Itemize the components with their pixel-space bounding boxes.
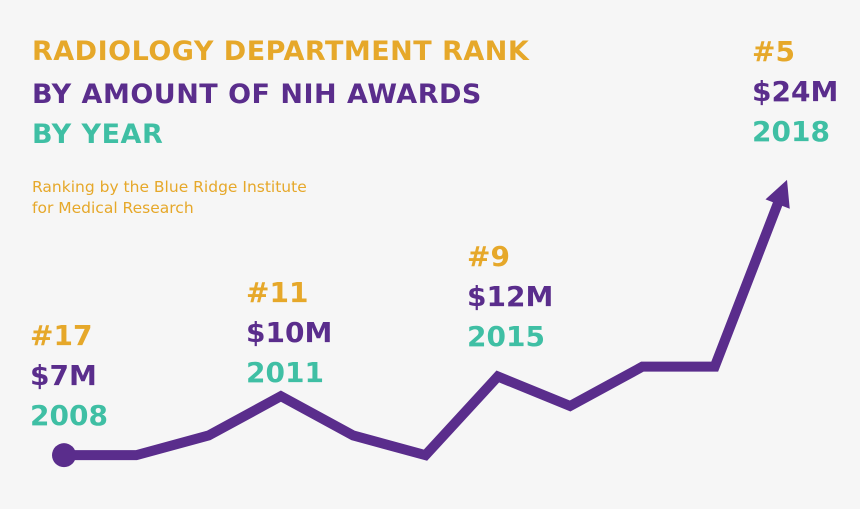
data-point-2012 xyxy=(349,432,357,440)
year-label: 2018 xyxy=(752,115,830,148)
rank-label: #11 xyxy=(246,276,309,309)
data-point-2015 xyxy=(566,402,574,410)
amount-label: $12M xyxy=(467,280,554,313)
year-label: 2008 xyxy=(30,399,108,432)
start-point-marker xyxy=(52,443,76,468)
data-point-2016 xyxy=(638,363,646,371)
annotation-2018: #5 $24M 2018 xyxy=(752,32,838,152)
rank-label: #17 xyxy=(30,319,93,352)
trend-line-series xyxy=(64,198,784,461)
amount-label: $10M xyxy=(246,316,333,349)
chart-title-line-2: BY AMOUNT OF NIH AWARDS xyxy=(32,79,482,110)
rank-label: #9 xyxy=(467,240,510,273)
annotation-2008: #17 $7M 2008 xyxy=(30,316,108,436)
chart-subtitle: Ranking by the Blue Ridge Institute for … xyxy=(32,177,352,219)
chart-title-line-1: RADIOLOGY DEPARTMENT RANK xyxy=(32,36,530,67)
year-label: 2011 xyxy=(246,356,324,389)
data-point-2013 xyxy=(422,451,430,459)
data-point-2017 xyxy=(711,363,719,371)
rank-label: #5 xyxy=(752,35,795,68)
subtitle-line-1: Ranking by the Blue Ridge Institute xyxy=(32,178,307,196)
subtitle-line-2: for Medical Research xyxy=(32,199,194,217)
data-point-2008 xyxy=(60,451,68,459)
end-arrowhead xyxy=(765,179,790,209)
annotation-2015: #9 $12M 2015 xyxy=(467,237,553,357)
annotation-2011: #11 $10M 2011 xyxy=(246,273,332,393)
amount-label: $24M xyxy=(752,75,839,108)
data-point-2010 xyxy=(205,432,213,440)
amount-label: $7M xyxy=(30,359,97,392)
data-point-2009 xyxy=(132,451,140,459)
year-label: 2015 xyxy=(467,320,545,353)
data-point-2018 xyxy=(783,176,791,184)
data-point-2014 xyxy=(494,373,502,381)
chart-title-line-3: BY YEAR xyxy=(32,119,164,150)
data-point-2011 xyxy=(277,392,285,400)
